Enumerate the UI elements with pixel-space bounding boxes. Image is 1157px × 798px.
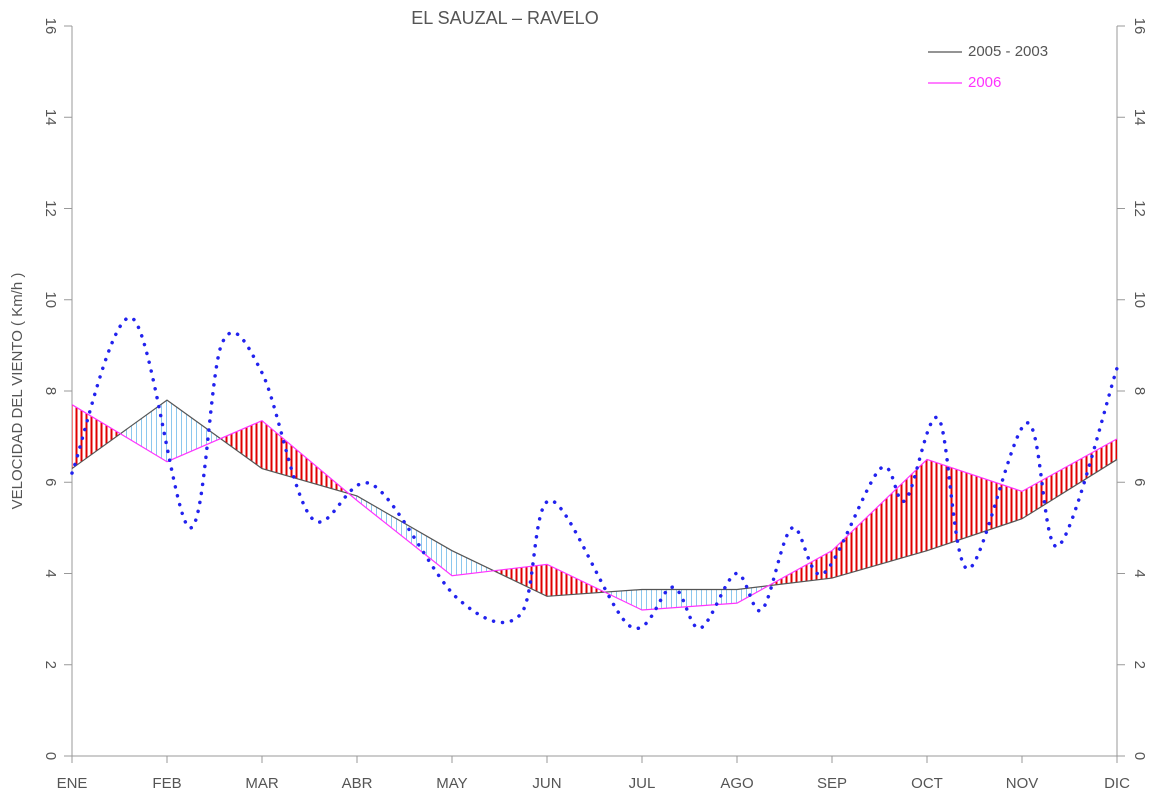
- dotted-line: [70, 316, 1119, 631]
- y-tick-label: 12: [42, 200, 59, 217]
- y-tick-label: 2: [42, 661, 59, 669]
- difference-hatch: [493, 564, 547, 597]
- difference-hatch: [220, 420, 262, 469]
- x-tick-label: SEP: [817, 775, 847, 792]
- difference-hatch: [72, 404, 121, 469]
- chart-title: EL SAUZAL – RAVELO: [411, 8, 598, 28]
- difference-hatch: [452, 550, 494, 576]
- difference-hatch: [832, 459, 927, 579]
- y2-tick-label: 14: [1131, 109, 1148, 126]
- difference-hatch: [357, 495, 452, 576]
- x-tick-label: AGO: [720, 775, 753, 792]
- y2-tick-label: 4: [1131, 569, 1148, 577]
- y2-tick-label: 2: [1131, 661, 1148, 669]
- y2-tick-label: 12: [1131, 200, 1148, 217]
- y2-tick-label: 8: [1131, 387, 1148, 395]
- difference-hatch: [1022, 438, 1117, 519]
- y-tick-label: 4: [42, 569, 59, 577]
- x-tick-label: OCT: [911, 775, 943, 792]
- difference-hatch: [167, 400, 221, 462]
- x-tick-label: MAR: [245, 775, 279, 792]
- y2-tick-label: 16: [1131, 18, 1148, 35]
- y-axis-label: VELOCIDAD DEL VIENTO ( Km/h ): [9, 273, 26, 510]
- difference-hatch: [547, 564, 605, 597]
- y-tick-label: 14: [42, 109, 59, 126]
- y-tick-label: 16: [42, 18, 59, 35]
- y-tick-label: 8: [42, 387, 59, 395]
- y2-tick-label: 10: [1131, 291, 1148, 308]
- difference-hatch: [604, 589, 642, 610]
- x-tick-label: JUN: [532, 775, 561, 792]
- x-tick-label: JUL: [629, 775, 656, 792]
- legend-label: 2006: [968, 74, 1001, 91]
- y2-tick-label: 6: [1131, 478, 1148, 486]
- y2-tick-label: 0: [1131, 752, 1148, 760]
- y-tick-label: 10: [42, 291, 59, 308]
- x-tick-label: FEB: [152, 775, 181, 792]
- difference-hatch: [120, 400, 167, 462]
- x-tick-label: DIC: [1104, 775, 1130, 792]
- x-tick-label: MAY: [436, 775, 467, 792]
- x-tick-label: NOV: [1006, 775, 1039, 792]
- x-tick-label: ENE: [57, 775, 88, 792]
- difference-hatch: [927, 459, 1022, 551]
- legend-label: 2005 - 2003: [968, 43, 1048, 60]
- series-line: [71, 404, 1118, 611]
- x-tick-label: ABR: [342, 775, 373, 792]
- y-tick-label: 0: [42, 752, 59, 760]
- y-tick-label: 6: [42, 478, 59, 486]
- series-line: [71, 399, 1118, 597]
